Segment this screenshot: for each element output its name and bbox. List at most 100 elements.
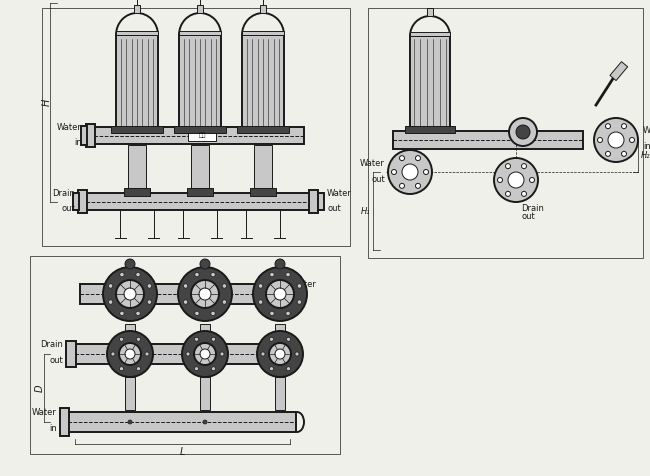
Circle shape [119,343,141,365]
Bar [242,35,284,128]
Bar [260,5,266,13]
Circle shape [222,284,227,288]
Circle shape [270,272,274,277]
Circle shape [594,118,638,162]
Circle shape [222,300,227,304]
Circle shape [629,138,634,142]
Bar [179,35,221,128]
Text: Water: Water [360,159,385,168]
Circle shape [103,267,157,321]
Polygon shape [610,61,628,80]
Text: 控制: 控制 [198,132,206,138]
Circle shape [297,284,302,288]
Text: H: H [42,99,52,106]
Circle shape [508,172,524,188]
Circle shape [287,337,291,341]
Circle shape [270,337,274,341]
Circle shape [400,183,404,188]
Bar [134,5,140,13]
Bar [128,145,146,194]
Bar [200,324,210,331]
Circle shape [415,183,421,188]
Circle shape [125,349,135,359]
Text: Water: Water [32,408,57,417]
Circle shape [183,284,188,288]
Circle shape [259,284,263,288]
Circle shape [145,352,149,356]
Bar [86,193,310,210]
Circle shape [621,124,627,129]
Circle shape [120,337,124,341]
Bar [94,127,304,144]
Bar [191,145,209,194]
Bar [250,188,276,196]
Bar [275,324,285,331]
Circle shape [136,367,140,371]
Circle shape [509,118,537,146]
Circle shape [597,138,603,142]
Circle shape [220,352,224,356]
Bar [275,377,285,410]
Circle shape [107,331,153,377]
Bar [125,324,135,331]
Circle shape [391,169,396,175]
Circle shape [200,349,210,359]
Circle shape [211,367,216,371]
Bar [187,188,213,196]
Circle shape [274,288,286,300]
Text: Water: Water [57,123,82,132]
Circle shape [297,300,302,304]
Circle shape [194,337,198,341]
Circle shape [116,280,144,308]
Bar [242,31,284,35]
Circle shape [136,272,140,277]
Bar [174,126,226,133]
Circle shape [270,311,274,316]
Circle shape [521,191,527,197]
Bar [309,190,318,213]
Text: Water: Water [327,189,352,198]
Circle shape [388,150,432,194]
Circle shape [195,311,199,316]
Circle shape [200,259,210,269]
Bar [116,31,158,35]
Bar [116,35,158,128]
Circle shape [506,164,510,169]
Bar [125,377,135,410]
Circle shape [183,300,188,304]
Bar [179,31,221,35]
Bar [410,32,450,36]
Circle shape [621,151,627,156]
Text: Water: Water [292,280,317,289]
Bar [405,126,455,133]
Bar [393,131,583,149]
Circle shape [109,284,113,288]
Circle shape [125,259,135,269]
Text: Water: Water [643,126,650,135]
Text: H₁: H₁ [360,207,370,216]
Circle shape [186,352,190,356]
Circle shape [400,156,404,160]
Circle shape [147,300,151,304]
Circle shape [295,352,299,356]
Bar [30,256,340,454]
Circle shape [147,284,151,288]
Circle shape [415,156,421,160]
Circle shape [191,280,219,308]
Bar [81,126,87,145]
Circle shape [494,158,538,202]
Bar [66,341,76,367]
Circle shape [257,331,303,377]
Bar [86,124,95,147]
Circle shape [530,178,534,182]
Text: out: out [292,296,306,305]
Bar [254,145,272,194]
Circle shape [182,331,228,377]
Text: Drain: Drain [40,340,63,349]
Circle shape [253,267,307,321]
Circle shape [275,349,285,359]
Circle shape [516,125,530,139]
Circle shape [261,352,265,356]
Circle shape [178,267,232,321]
Text: in: in [643,142,650,151]
